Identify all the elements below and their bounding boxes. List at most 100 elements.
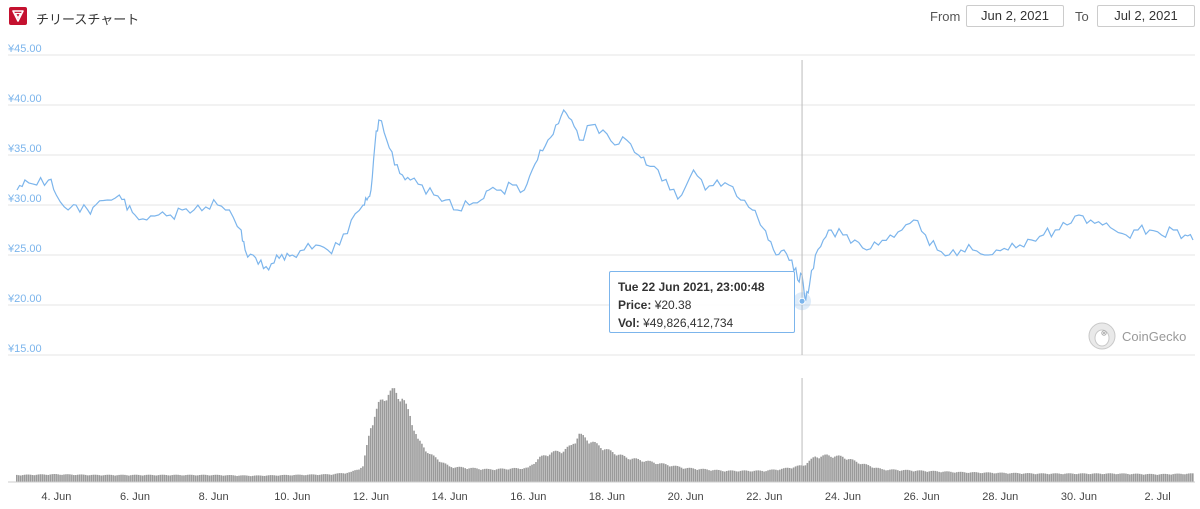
volume-bar xyxy=(1001,472,1003,482)
volume-bar xyxy=(869,466,872,482)
volume-bar xyxy=(662,463,665,482)
volume-bar xyxy=(35,474,38,482)
volume-bar xyxy=(629,459,632,482)
x-tick-label: 14. Jun xyxy=(432,491,468,503)
volume-bar xyxy=(440,462,443,482)
volume-bar xyxy=(183,475,185,482)
volume-bar xyxy=(989,472,992,482)
volume-bar xyxy=(1131,474,1133,482)
volume-bar xyxy=(82,474,85,482)
volume-bar xyxy=(546,456,549,482)
volume-bar xyxy=(539,456,541,482)
volume-bar xyxy=(784,467,787,482)
volume-bar xyxy=(47,474,50,482)
x-tick-label: 30. Jun xyxy=(1061,491,1097,503)
volume-bar xyxy=(1058,473,1060,482)
volume-bar xyxy=(480,469,482,482)
volume-bar xyxy=(1162,473,1165,482)
volume-bar xyxy=(468,468,470,482)
volume-bar xyxy=(236,475,238,482)
hover-point[interactable] xyxy=(798,297,806,305)
volume-bar xyxy=(533,463,535,482)
volume-bar xyxy=(69,474,71,482)
volume-bar xyxy=(401,398,404,482)
volume-bar xyxy=(324,474,327,482)
volume-bar xyxy=(853,460,856,482)
volume-bar xyxy=(676,465,679,482)
volume-bar xyxy=(419,440,421,482)
volume-bar xyxy=(362,466,364,482)
volume-bar xyxy=(836,455,838,482)
volume-bar xyxy=(843,458,846,482)
volume-bar xyxy=(436,459,439,482)
volume-bar xyxy=(1101,474,1104,482)
volume-bar xyxy=(230,475,232,482)
volume-bar xyxy=(63,474,65,482)
volume-bar xyxy=(1079,473,1082,482)
volume-bar xyxy=(576,438,579,482)
volume-bar xyxy=(218,474,221,482)
volume-bar xyxy=(37,474,40,482)
gecko-icon xyxy=(1088,322,1116,350)
volume-bar xyxy=(92,474,95,482)
volume-bar xyxy=(1164,473,1167,482)
volume-bar xyxy=(316,475,319,482)
volume-bar xyxy=(1024,473,1027,482)
volume-bar xyxy=(694,469,697,482)
volume-bar xyxy=(731,470,734,482)
from-date-input[interactable]: Jun 2, 2021 xyxy=(966,5,1064,27)
volume-bar xyxy=(1089,474,1092,482)
volume-bar xyxy=(192,475,195,482)
volume-bar xyxy=(670,466,673,482)
volume-bar xyxy=(706,469,708,482)
volume-bar xyxy=(1036,473,1039,482)
volume-bar xyxy=(995,473,997,482)
volume-bar xyxy=(509,468,512,482)
volume-bar xyxy=(1125,473,1127,482)
x-tick-label: 26. Jun xyxy=(904,491,940,503)
volume-bar xyxy=(39,474,42,482)
volume-bar xyxy=(664,464,667,482)
y-tick-label: ¥40.00 xyxy=(7,93,42,105)
to-date-input[interactable]: Jul 2, 2021 xyxy=(1097,5,1195,27)
volume-bar xyxy=(875,467,877,482)
x-axis-labels: 4. Jun 6. Jun 8. Jun 10. Jun 12. Jun 14. Jun 1… xyxy=(41,491,1170,503)
volume-bar xyxy=(1093,473,1096,482)
volume-bar xyxy=(155,475,158,482)
volume-bar xyxy=(338,473,341,482)
volume-bar xyxy=(607,449,610,482)
x-tick-label: 4. Jun xyxy=(41,491,71,503)
volume-bar xyxy=(708,470,710,482)
volume-bar xyxy=(981,473,984,482)
volume-bar xyxy=(428,453,431,482)
volume-bar xyxy=(1121,473,1123,482)
volume-bar xyxy=(102,475,105,482)
volume-bar xyxy=(242,475,244,482)
volume-bar xyxy=(971,472,974,482)
volume-bar xyxy=(395,392,398,482)
volume-bar xyxy=(179,475,181,482)
volume-bar xyxy=(1015,472,1017,482)
volume-bar xyxy=(564,448,567,482)
volume-bar xyxy=(74,475,77,482)
volume-bar xyxy=(21,475,24,482)
volume-bar xyxy=(1026,473,1029,482)
volume-bar xyxy=(460,466,463,482)
volume-bar xyxy=(397,399,400,482)
volume-bar xyxy=(761,470,763,482)
volume-bar xyxy=(822,455,824,482)
volume-bar xyxy=(954,472,956,482)
volume-bar xyxy=(812,457,815,482)
volume-bar xyxy=(104,474,107,482)
volume-bar xyxy=(609,450,612,482)
volume-bar xyxy=(897,470,899,482)
volume-bar xyxy=(387,394,390,482)
volume-bar xyxy=(832,457,834,482)
volume-bar xyxy=(167,475,170,482)
volume-bar xyxy=(908,470,911,482)
volume-bar xyxy=(556,450,559,482)
volume-bar xyxy=(271,475,274,482)
volume-bar xyxy=(204,474,207,482)
volume-bar xyxy=(891,469,893,482)
